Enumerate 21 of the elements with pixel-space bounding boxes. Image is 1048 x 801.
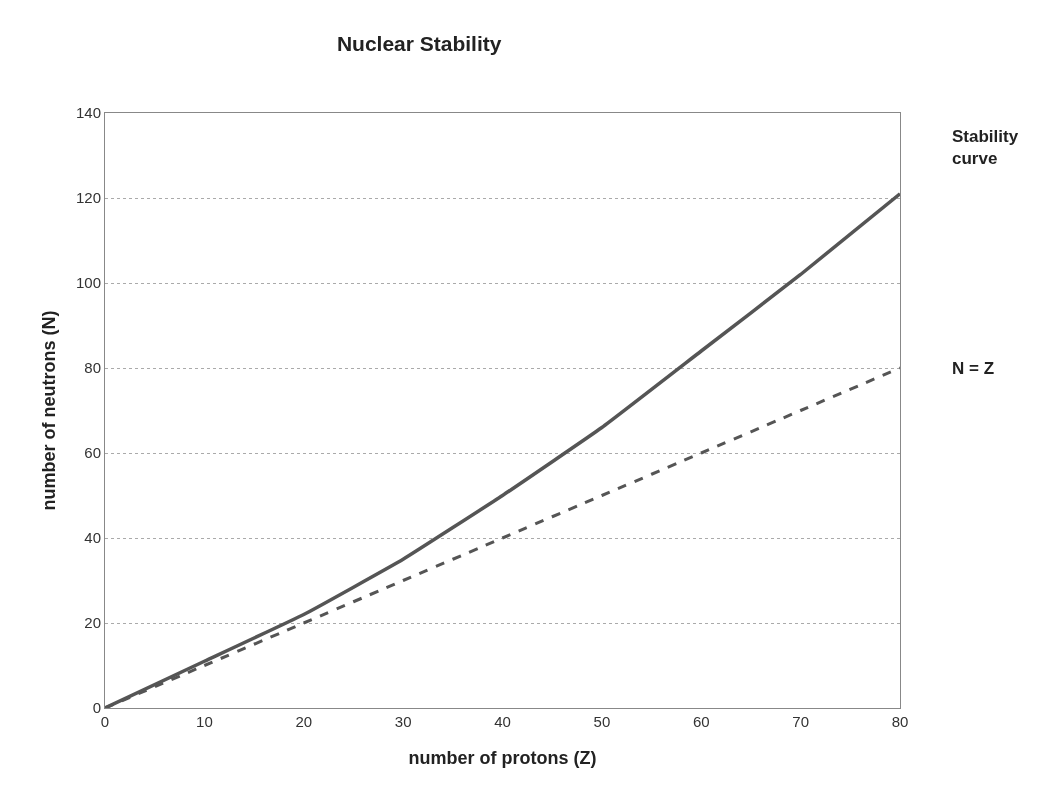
text: Stability curve	[952, 127, 1019, 169]
text: N = Z	[952, 359, 995, 378]
y-tick-label: 120	[75, 189, 101, 207]
x-tick-label: 70	[792, 713, 809, 730]
y-tick-label: 60	[84, 444, 101, 462]
x-axis-title: number of protons (Z)	[408, 748, 597, 769]
x-tick-label: 20	[295, 713, 313, 730]
y-tick-label: 40	[84, 529, 101, 547]
x-tick-label: 80	[891, 713, 909, 730]
y-tick-label: 100	[75, 274, 101, 292]
x-tick-label: 10	[196, 713, 213, 730]
x-tick-label: 30	[394, 713, 412, 730]
x-tick-label: 50	[593, 713, 611, 730]
x-tick-label: 40	[494, 713, 511, 730]
y-axis-title: number of neutrons (N)	[39, 310, 60, 511]
y-tick-label: 20	[84, 614, 101, 632]
chart-title: Nuclear Stability	[336, 31, 502, 55]
y-tick-label: 140	[75, 104, 101, 122]
y-tick-label: 0	[92, 699, 101, 717]
x-tick-label: 60	[692, 713, 710, 730]
y-tick-label: 80	[84, 359, 101, 377]
